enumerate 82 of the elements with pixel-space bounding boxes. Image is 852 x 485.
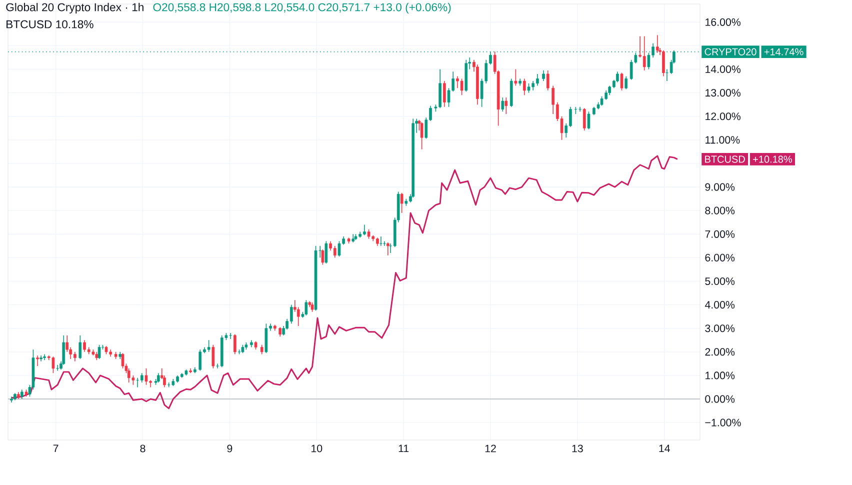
x-tick-label: 13 (572, 444, 583, 452)
legend-label: CRYPTO20 (704, 48, 756, 56)
text: BTCUSD 10.18% (6, 20, 94, 28)
candlestick (321, 249, 324, 266)
y-tick-label: 7.00% (705, 230, 735, 238)
candlestick (52, 356, 55, 374)
candlestick (121, 352, 124, 369)
candlestick (333, 246, 336, 258)
annotation: O20,558.8 H20,598.8 L20,554.0 C20,571.7 +13.0 (+0.06%) (153, 2, 451, 14)
candlestick (304, 300, 308, 316)
candlestick (36, 355, 39, 366)
x-tick-label: 8 (140, 444, 146, 452)
candlestick (207, 340, 210, 352)
y-tick-label: 9.00% (705, 183, 735, 191)
candlestick (662, 50, 665, 77)
y-tick-label: 1.00% (706, 372, 735, 380)
y-tick-label: 5.00% (705, 277, 735, 286)
candlestick (527, 82, 530, 94)
x-tick-label: 12 (485, 444, 496, 452)
y-tick-label: 16.00% (706, 18, 741, 26)
candlestick (546, 70, 550, 91)
y-tick-label: 12.00% (706, 112, 741, 120)
y-tick-label: 2.00% (705, 348, 735, 356)
candlestick (386, 242, 390, 256)
candlestick (127, 368, 130, 383)
candlestick (140, 372, 144, 383)
y-tick-label: 3.00% (705, 324, 735, 332)
candlestick (400, 192, 404, 214)
candlestick (324, 240, 328, 264)
candlestick (587, 111, 590, 130)
candlestick (310, 302, 314, 312)
candlestick (98, 344, 101, 360)
x-tick-label: 14 (659, 444, 670, 452)
x-tick-label: 10 (312, 444, 322, 452)
y-tick-label: 11.00% (706, 136, 740, 144)
candlestick (600, 96, 604, 106)
candlestick (504, 97, 508, 114)
candlestick (78, 335, 82, 360)
candlestick (656, 34, 659, 54)
y-tick-label: 6.00% (705, 254, 735, 262)
candlestick (212, 344, 215, 369)
x-tick-label: 11 (398, 444, 409, 452)
candlestick (20, 389, 24, 400)
y-tick-label: 8.00% (705, 206, 735, 214)
candlestick (624, 76, 628, 90)
candlestick (367, 229, 370, 240)
candlestick (216, 363, 219, 369)
y-tick-label: −1.00% (705, 418, 741, 426)
candlestick (338, 240, 341, 257)
chart-title: Global 20 Crypto Index · 1h (6, 2, 144, 14)
candlestick (144, 368, 148, 386)
y-tick-label: 4.00% (704, 301, 735, 309)
candlestick (290, 304, 293, 324)
candlestick (420, 122, 424, 150)
candlestick (501, 97, 504, 112)
candlestick (542, 70, 545, 82)
candlestick (582, 108, 586, 131)
candlestick (443, 80, 446, 108)
x-tick-label: 9 (227, 444, 232, 452)
line-series (10, 155, 678, 410)
candlestick (62, 335, 66, 366)
candlestick (514, 68, 518, 86)
candlestick (642, 36, 646, 71)
candlestick (460, 78, 464, 96)
candlestick (630, 59, 633, 80)
candlestick (380, 236, 382, 246)
candlestick (198, 349, 202, 372)
candlestick (620, 72, 624, 91)
candlestick (233, 334, 236, 355)
legend-label: BTCUSD (705, 156, 745, 163)
text: +10.18% (753, 156, 792, 163)
candlestick (522, 78, 526, 96)
candlestick (260, 344, 264, 355)
candlestick (278, 326, 282, 337)
y-tick-label: 14.00% (706, 65, 741, 74)
candlestick (156, 372, 160, 383)
y-tick-label: 13.00% (706, 89, 741, 97)
candlestick (383, 240, 386, 246)
y-tick-label: 0.00% (705, 395, 735, 403)
x-tick-label: 7 (53, 444, 58, 452)
text: +14.74% (764, 48, 804, 56)
candlestick (264, 323, 268, 354)
